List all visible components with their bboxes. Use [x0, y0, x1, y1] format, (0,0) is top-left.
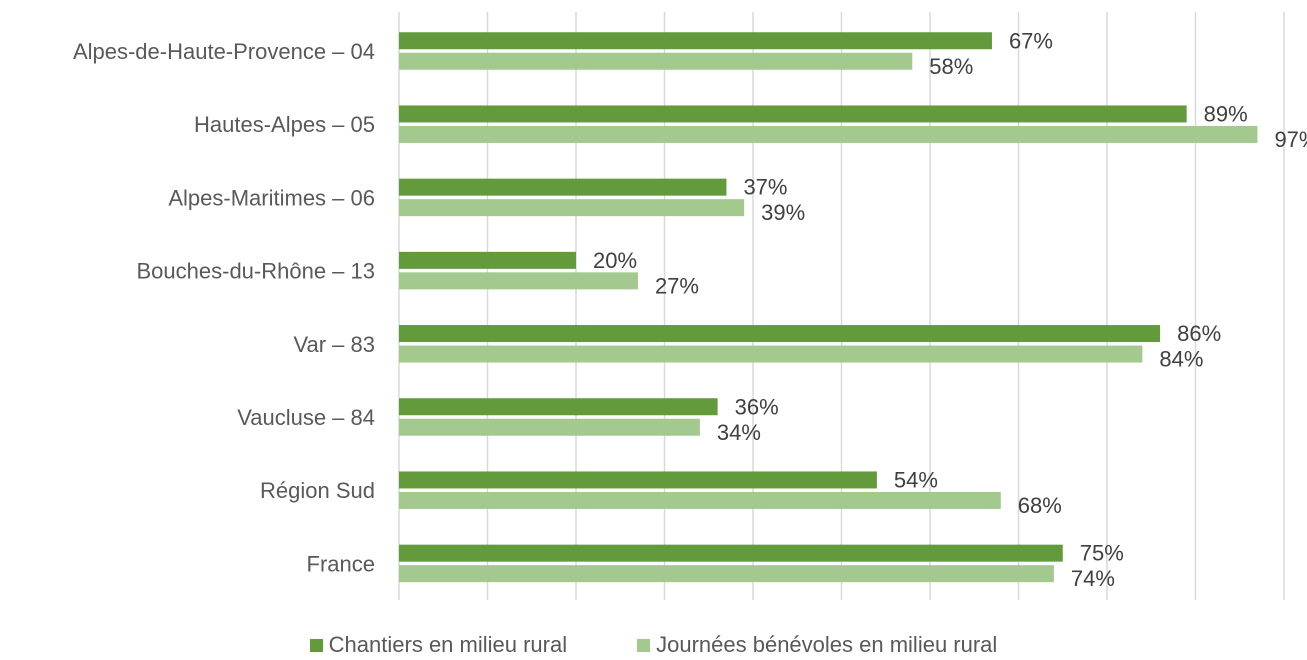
bar-journees [399, 345, 1143, 363]
value-label-chantiers: 67% [1009, 28, 1053, 53]
legend-swatch-journees [637, 638, 651, 652]
bar-chantiers [399, 471, 877, 489]
value-label-chantiers: 75% [1080, 541, 1124, 566]
bar-chantiers [399, 178, 727, 196]
category-label: Hautes-Alpes – 05 [194, 112, 375, 137]
bar-chantiers [399, 325, 1161, 343]
legend-label-chantiers: Chantiers en milieu rural [328, 632, 568, 657]
value-label-chantiers: 89% [1204, 101, 1248, 126]
category-label: Alpes-Maritimes – 06 [168, 185, 375, 210]
bar-journees [399, 565, 1054, 583]
bar-journees [399, 418, 700, 436]
bar-journees [399, 491, 1001, 509]
value-label-chantiers: 86% [1177, 321, 1221, 346]
bar-journees [399, 52, 913, 70]
bar-journees [399, 125, 1258, 143]
value-label-journees: 58% [929, 54, 973, 79]
legend-swatch-chantiers [309, 638, 323, 652]
value-label-journees: 84% [1159, 347, 1203, 372]
value-label-chantiers: 37% [743, 175, 787, 200]
value-label-journees: 97% [1274, 127, 1307, 152]
bar-chantiers [399, 544, 1063, 562]
bar-chantiers [399, 105, 1187, 123]
category-label: Vaucluse – 84 [237, 405, 375, 430]
bar-journees [399, 272, 638, 290]
legend-label-journees: Journées bénévoles en milieu rural [656, 632, 998, 657]
legend: Chantiers en milieu rural Journées bénév… [0, 630, 1307, 660]
value-label-chantiers: 20% [593, 248, 637, 273]
category-label: Var – 83 [293, 332, 375, 357]
value-label-journees: 39% [761, 200, 805, 225]
value-label-chantiers: 36% [735, 394, 779, 419]
value-label-chantiers: 54% [894, 467, 938, 492]
category-label: Région Sud [260, 478, 375, 503]
bar-chantiers [399, 32, 992, 50]
bar-journees [399, 199, 745, 217]
bar-chart: Alpes-de-Haute-Provence – 04 67% 58% Hautes… [73, 12, 1307, 600]
category-label: Alpes-de-Haute-Provence – 04 [73, 39, 375, 64]
legend-item-journees: Journées bénévoles en milieu rural [637, 632, 997, 658]
value-label-journees: 34% [717, 420, 761, 445]
value-label-journees: 74% [1071, 566, 1115, 591]
value-label-journees: 68% [1018, 493, 1062, 518]
category-label: France [307, 551, 375, 576]
category-label: Bouches-du-Rhône – 13 [137, 259, 376, 284]
bar-chantiers [399, 251, 576, 269]
bar-chantiers [399, 398, 718, 416]
value-label-journees: 27% [655, 273, 699, 298]
legend-item-chantiers: Chantiers en milieu rural [309, 632, 568, 658]
